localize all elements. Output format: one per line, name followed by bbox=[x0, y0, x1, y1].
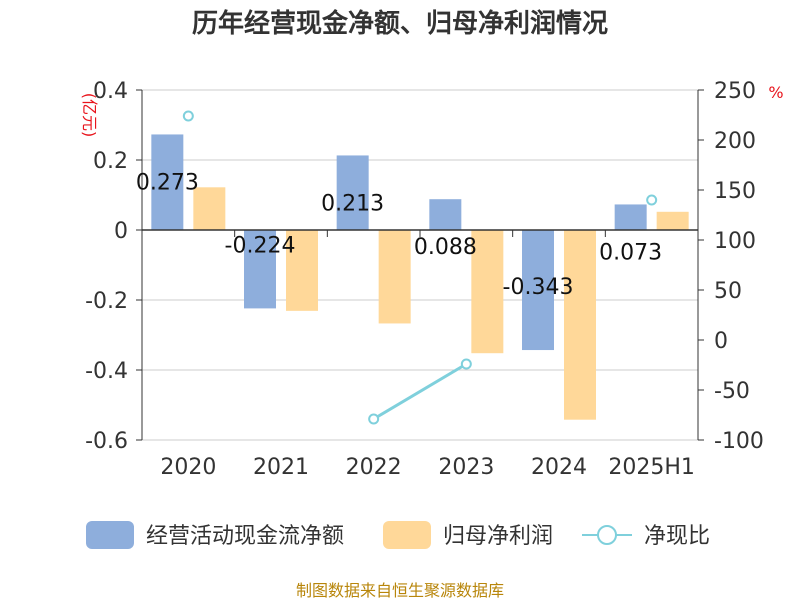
axes: 0.4 0.2 0 -0.2 -0.4 -0.6 250 200 150 100 50 0 -50 -10… bbox=[85, 79, 764, 480]
legend-label-ratio: 净现比 bbox=[644, 524, 710, 549]
legend-swatch-cashflow bbox=[86, 521, 134, 549]
left-tick-label: 0.4 bbox=[93, 79, 128, 104]
right-tick-label: 0 bbox=[714, 329, 728, 354]
bar-cashflow bbox=[429, 199, 462, 230]
left-tick-label: -0.4 bbox=[85, 359, 128, 384]
grid bbox=[142, 89, 698, 441]
data-label-cashflow: -0.343 bbox=[503, 275, 574, 300]
x-tick-label: 2022 bbox=[346, 455, 402, 480]
source-note: 制图数据来自恒生聚源数据库 bbox=[296, 581, 504, 600]
x-tick-label: 2024 bbox=[531, 455, 587, 480]
x-tick-label: 2020 bbox=[160, 455, 216, 480]
ratio-point bbox=[646, 194, 658, 206]
legend-marker-ratio bbox=[597, 525, 617, 545]
data-label-cashflow: 0.088 bbox=[414, 235, 477, 260]
ratio-line bbox=[182, 110, 658, 425]
bar-net-profit bbox=[656, 211, 689, 230]
left-axis-unit: (亿元) bbox=[80, 93, 99, 138]
bar-net-profit bbox=[564, 230, 596, 420]
left-tick-label: 0.2 bbox=[93, 149, 128, 174]
bars bbox=[151, 134, 689, 420]
left-tick-label: -0.6 bbox=[85, 429, 128, 454]
legend-label-net-profit: 归母净利润 bbox=[443, 524, 553, 549]
right-tick-label: -50 bbox=[714, 379, 750, 404]
bar-net-profit bbox=[471, 230, 504, 354]
right-tick-label: 150 bbox=[714, 179, 756, 204]
data-label-cashflow: 0.273 bbox=[136, 170, 199, 195]
right-axis-unit: % bbox=[768, 83, 783, 102]
right-tick-label: 50 bbox=[714, 279, 742, 304]
ratio-point bbox=[368, 413, 380, 425]
ratio-point bbox=[460, 358, 472, 370]
data-label-cashflow: -0.224 bbox=[225, 233, 296, 258]
data-labels: 0.273 -0.224 0.213 0.088 -0.343 0.073 bbox=[136, 170, 662, 300]
legend-label-cashflow: 经营活动现金流净额 bbox=[146, 524, 344, 549]
left-tick-label: 0 bbox=[114, 219, 128, 244]
bar-cashflow bbox=[522, 230, 554, 351]
bar-cashflow bbox=[151, 134, 184, 230]
chart-title: 历年经营现金净额、归母净利润情况 bbox=[192, 8, 608, 39]
bar-cashflow bbox=[614, 204, 647, 230]
x-tick-label: 2025H1 bbox=[608, 455, 695, 480]
ratio-line-segment bbox=[372, 362, 468, 421]
bar-net-profit bbox=[286, 230, 318, 311]
ratio-point bbox=[182, 110, 194, 122]
right-tick-label: 100 bbox=[714, 229, 756, 254]
bar-cashflow bbox=[244, 230, 276, 309]
right-tick-label: -100 bbox=[714, 429, 764, 454]
right-tick-label: 250 bbox=[714, 79, 756, 104]
bar-net-profit bbox=[193, 187, 226, 230]
x-tick-label: 2021 bbox=[253, 455, 309, 480]
legend: 经营活动现金流净额 归母净利润 净现比 bbox=[86, 521, 710, 549]
bar-net-profit bbox=[378, 230, 411, 324]
right-tick-label: 200 bbox=[714, 129, 756, 154]
x-tick-label: 2023 bbox=[438, 455, 494, 480]
left-tick-label: -0.2 bbox=[85, 289, 128, 314]
data-label-cashflow: 0.073 bbox=[599, 240, 662, 265]
legend-swatch-net-profit bbox=[383, 521, 431, 549]
bar-cashflow bbox=[336, 155, 369, 230]
data-label-cashflow: 0.213 bbox=[321, 191, 384, 216]
